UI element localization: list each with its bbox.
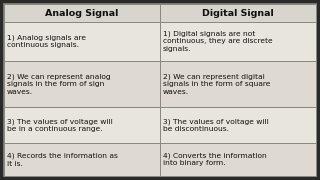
Bar <box>4 22 160 60</box>
Text: 3) The values of voltage will
be in a continuous range.: 3) The values of voltage will be in a co… <box>7 118 113 132</box>
Bar <box>160 60 316 107</box>
Text: 1) Analog signals are
continuous signals.: 1) Analog signals are continuous signals… <box>7 34 86 48</box>
Bar <box>160 107 316 143</box>
Bar <box>160 143 316 176</box>
Bar <box>4 4 160 22</box>
Text: 3) The values of voltage will
be discontinuous.: 3) The values of voltage will be discont… <box>163 118 269 132</box>
Text: 4) Records the information as
it is.: 4) Records the information as it is. <box>7 152 118 167</box>
Text: Analog Signal: Analog Signal <box>45 8 119 17</box>
Text: 2) We can represent digital
signals in the form of square
waves.: 2) We can represent digital signals in t… <box>163 73 270 95</box>
Bar <box>160 4 316 22</box>
Text: 2) We can represent analog
signals in the form of sign
waves.: 2) We can represent analog signals in th… <box>7 73 111 95</box>
Bar <box>4 60 160 107</box>
Text: Digital Signal: Digital Signal <box>202 8 274 17</box>
Text: 4) Converts the information
into binary form.: 4) Converts the information into binary … <box>163 152 267 167</box>
Text: 1) Digital signals are not
continuous, they are discrete
signals.: 1) Digital signals are not continuous, t… <box>163 30 273 52</box>
Bar <box>4 107 160 143</box>
Bar <box>160 22 316 60</box>
Bar <box>4 143 160 176</box>
